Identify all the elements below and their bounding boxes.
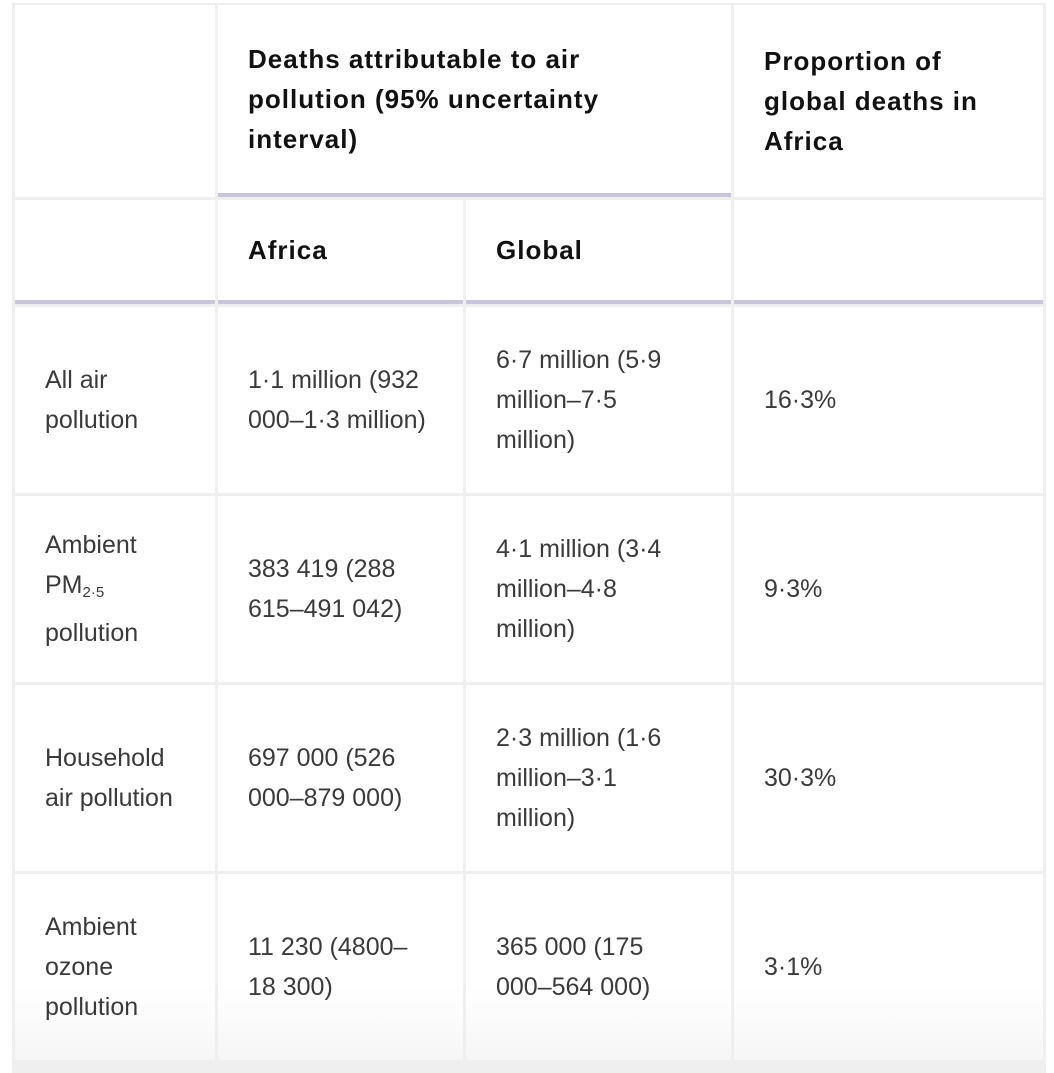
header-empty-cell bbox=[734, 200, 1043, 304]
africa-deaths: 697 000 (526 000–879 000) bbox=[218, 685, 463, 871]
africa-deaths: 1·1 million (932 000–1·3 million) bbox=[218, 307, 463, 493]
header-deaths-group: Deaths attributable to air pollution (95… bbox=[218, 5, 731, 197]
row-label: All air pollution bbox=[15, 307, 215, 493]
row-label: Household air pollution bbox=[15, 685, 215, 871]
table-row: All air pollution 1·1 million (932 000–1… bbox=[15, 307, 1043, 493]
header-empty-cell bbox=[15, 5, 215, 197]
header-empty-cell bbox=[15, 200, 215, 304]
table-row: Ambient PM2·5 pollution 383 419 (288 615… bbox=[15, 496, 1043, 682]
row-label-text: pollution bbox=[45, 619, 139, 647]
proportion-africa: 3·1% bbox=[734, 874, 1043, 1060]
proportion-africa: 9·3% bbox=[734, 496, 1043, 682]
header-row-2: Africa Global bbox=[15, 200, 1043, 304]
row-label-subscript: 2·5 bbox=[82, 584, 105, 601]
global-deaths: 6·7 million (5·9 million–7·5 million) bbox=[466, 307, 731, 493]
header-global: Global bbox=[466, 200, 731, 304]
africa-deaths: 11 230 (4800–18 300) bbox=[218, 874, 463, 1060]
header-row-1: Deaths attributable to air pollution (95… bbox=[15, 5, 1043, 197]
proportion-africa: 30·3% bbox=[734, 685, 1043, 871]
header-africa: Africa bbox=[218, 200, 463, 304]
global-deaths: 365 000 (175 000–564 000) bbox=[466, 874, 731, 1060]
global-deaths: 4·1 million (3·4 million–4·8 million) bbox=[466, 496, 731, 682]
air-pollution-deaths-table: Deaths attributable to air pollution (95… bbox=[12, 2, 1046, 1063]
africa-deaths: 383 419 (288 615–491 042) bbox=[218, 496, 463, 682]
air-pollution-table-container: Deaths attributable to air pollution (95… bbox=[12, 3, 1046, 1073]
row-label: Ambient ozone pollution bbox=[15, 874, 215, 1060]
row-label-text: Ambient PM bbox=[45, 531, 137, 599]
row-label: Ambient PM2·5 pollution bbox=[15, 496, 215, 682]
global-deaths: 2·3 million (1·6 million–3·1 million) bbox=[466, 685, 731, 871]
header-proportion: Proportion of global deaths in Africa bbox=[734, 5, 1043, 197]
table-row: Household air pollution 697 000 (526 000… bbox=[15, 685, 1043, 871]
proportion-africa: 16·3% bbox=[734, 307, 1043, 493]
table-row: Ambient ozone pollution 11 230 (4800–18 … bbox=[15, 874, 1043, 1060]
